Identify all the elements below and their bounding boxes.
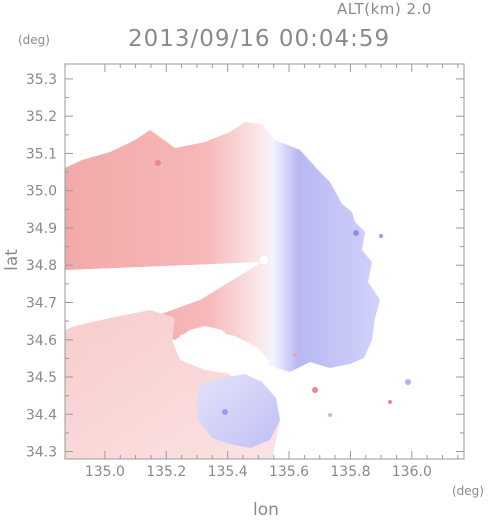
y-unit-label: (deg) [18, 33, 50, 47]
y-tick-label: 34.9 [26, 221, 57, 237]
y-tick-label: 34.7 [26, 295, 57, 311]
altitude-label: ALT(km) 2.0 [337, 0, 432, 18]
x-tick-label: 136.0 [392, 464, 432, 480]
x-tick-label: 135.6 [269, 464, 309, 480]
speckle [405, 379, 411, 385]
x-axis-ticks: 135.0 135.2 135.4 135.6 135.8 136.0 [85, 64, 459, 480]
y-axis-ticks: 34.3 34.4 34.5 34.6 34.7 34.8 34.9 35.0 35.1 35.2… [26, 72, 464, 461]
y-tick-label: 35.1 [26, 146, 57, 162]
echo-hole-south [180, 330, 270, 374]
speckle [379, 234, 383, 238]
y-tick-label: 35.0 [26, 184, 57, 200]
x-tick-label: 135.8 [330, 464, 370, 480]
y-tick-label: 34.6 [26, 333, 57, 349]
x-unit-label: (deg) [452, 484, 484, 498]
y-tick-label: 34.3 [26, 445, 57, 461]
chart-title: 2013/09/16 00:04:59 [128, 26, 391, 52]
speckle [222, 409, 228, 415]
radar-echo-layer [65, 122, 411, 459]
speckle [312, 387, 318, 393]
speckle [353, 230, 359, 236]
speckle [155, 160, 161, 166]
plot-frame [64, 63, 465, 460]
x-axis-label: lon [253, 500, 279, 520]
speckle [388, 400, 392, 404]
x-tick-label: 135.2 [146, 464, 186, 480]
x-tick-label: 135.4 [208, 464, 248, 480]
x-tick-label: 135.0 [85, 464, 125, 480]
y-tick-label: 34.8 [26, 258, 57, 274]
y-tick-label: 35.3 [26, 72, 57, 88]
y-tick-label: 34.4 [26, 407, 57, 423]
radar-center-marker [258, 254, 270, 266]
y-tick-label: 35.2 [26, 109, 57, 125]
speckle [328, 413, 332, 417]
echo-region-south-blob [196, 374, 280, 448]
speckle [293, 353, 297, 357]
y-tick-label: 34.5 [26, 370, 57, 386]
